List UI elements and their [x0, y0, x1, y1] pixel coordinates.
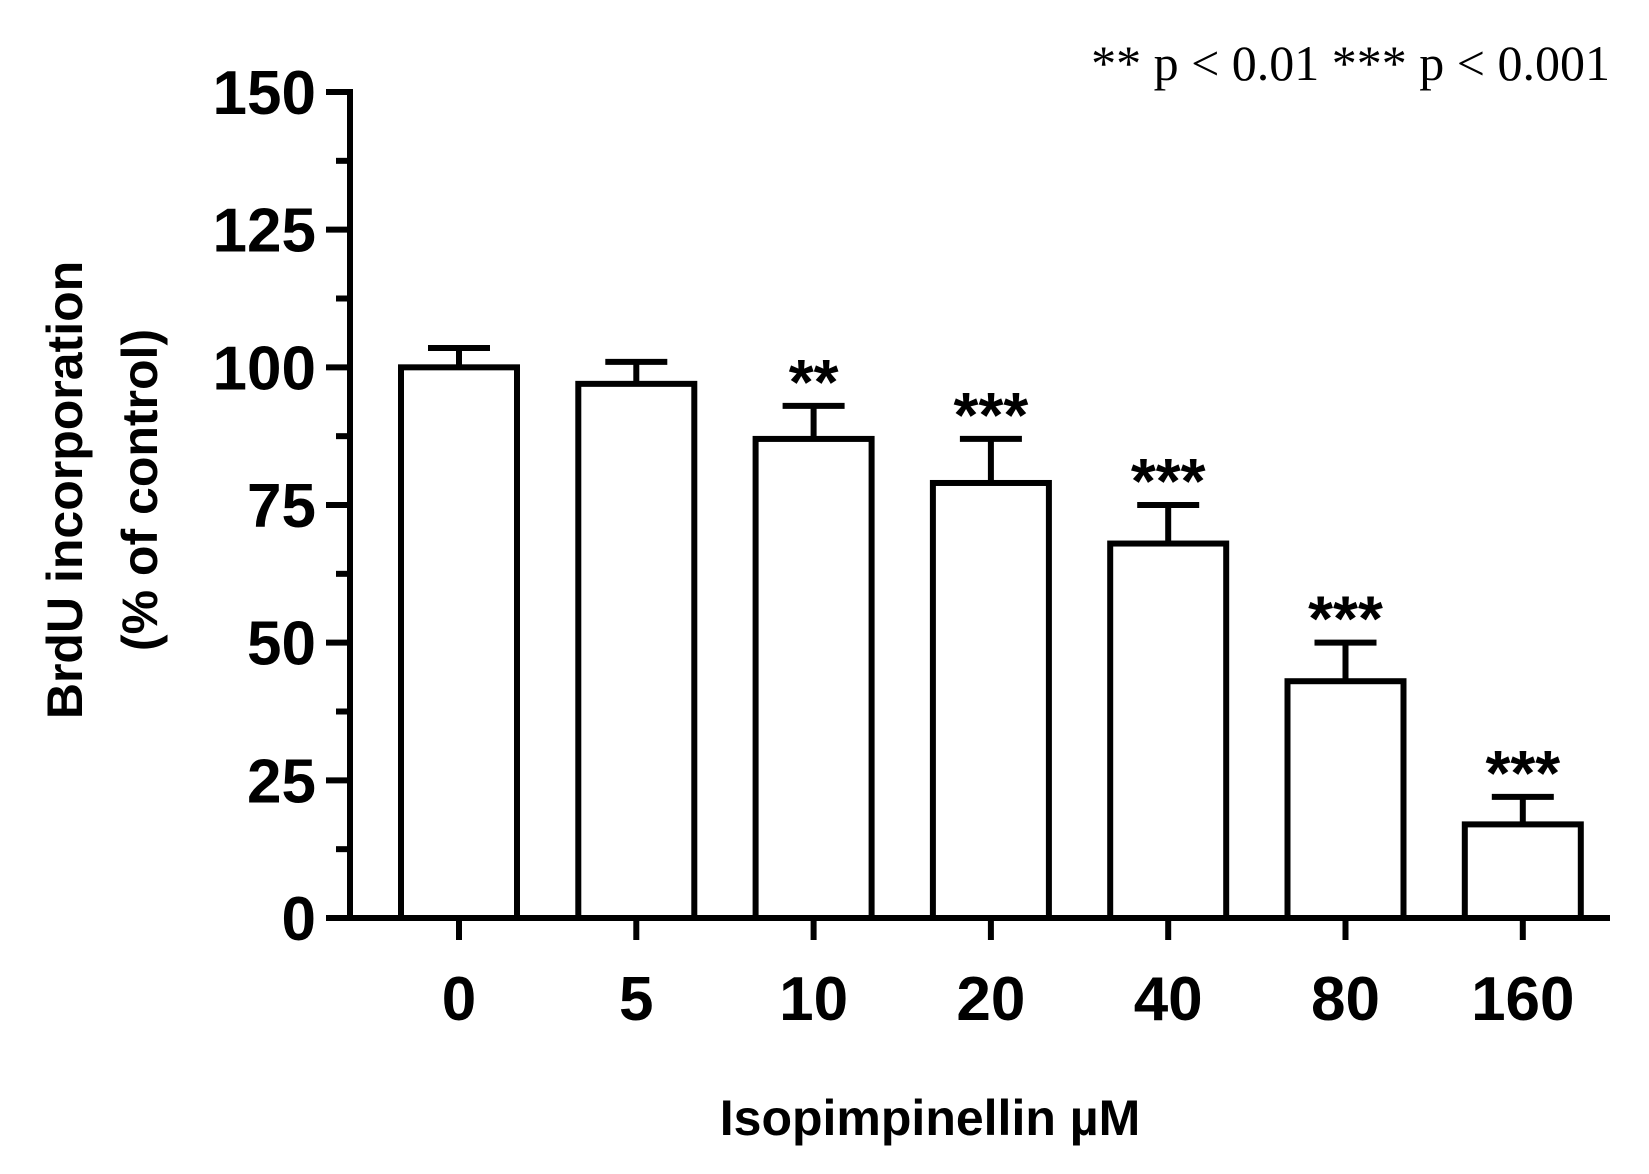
bar — [929, 479, 1052, 921]
x-axis: 0 5 10 20 40 80 160 — [347, 915, 1610, 1034]
significance-marker: *** — [1308, 583, 1383, 655]
y-tick-label: 25 — [247, 747, 316, 816]
x-tick-label: 0 — [442, 965, 476, 1034]
bar — [398, 364, 520, 922]
y-axis: 0 25 50 75 100 125 150 — [213, 59, 353, 954]
significance-markers: ** ************ — [789, 346, 1561, 809]
x-tick-label: 160 — [1471, 965, 1574, 1034]
significance-marker: ** — [789, 346, 839, 418]
y-tick-label: 0 — [282, 885, 316, 954]
significance-marker: *** — [1485, 737, 1560, 809]
significance-marker: *** — [1131, 445, 1206, 517]
significance-legend: ** p < 0.01 *** p < 0.001 — [1091, 35, 1610, 91]
x-tick-label: 40 — [1134, 965, 1203, 1034]
bar — [1107, 540, 1230, 922]
bar — [1284, 678, 1407, 921]
y-tick-label: 150 — [213, 59, 316, 128]
significance-marker: *** — [954, 379, 1029, 451]
x-tick-label: 10 — [779, 965, 848, 1034]
y-tick-label: 50 — [247, 610, 316, 679]
y-axis-title-line1: BrdU incorporation — [37, 261, 93, 719]
error-bars — [428, 345, 1554, 825]
x-tick-label: 5 — [619, 965, 653, 1034]
y-tick-label: 125 — [213, 197, 316, 266]
bar — [575, 380, 698, 921]
y-tick-label: 75 — [247, 472, 316, 541]
x-tick-label: 80 — [1311, 965, 1380, 1034]
y-tick-label: 100 — [213, 334, 316, 403]
y-axis-title-line2: (% of control) — [112, 329, 168, 651]
x-axis-title: Isopimpinellin µM — [720, 1090, 1140, 1146]
bar — [1461, 821, 1584, 921]
x-tick-label: 20 — [956, 965, 1025, 1034]
bar — [752, 435, 875, 921]
